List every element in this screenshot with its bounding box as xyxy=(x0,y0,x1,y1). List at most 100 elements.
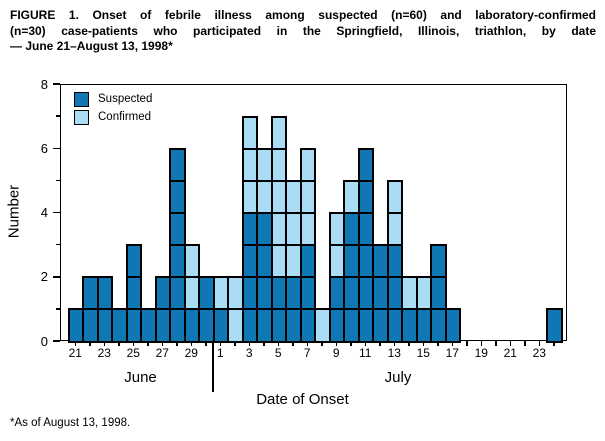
x-axis-tick xyxy=(190,341,192,346)
bar-cell-suspected xyxy=(357,179,374,214)
x-axis-tick xyxy=(335,341,337,346)
bar-cell-confirmed xyxy=(270,115,287,150)
x-axis-tick xyxy=(509,341,511,346)
bar-cell-suspected xyxy=(299,276,316,311)
x-axis-tick-label: 1 xyxy=(216,346,224,360)
x-axis-tick-label: 25 xyxy=(126,346,140,360)
x-axis-tick xyxy=(480,341,482,346)
x-axis-tick xyxy=(437,341,439,346)
x-axis-tick xyxy=(379,341,381,346)
figure-title-line-3: — June 21–August 13, 1998* xyxy=(10,39,173,53)
x-axis-tick xyxy=(393,341,395,346)
legend-label-confirmed: Confirmed xyxy=(98,111,152,123)
x-axis-tick xyxy=(205,341,207,346)
y-axis-minor-tick xyxy=(56,308,60,310)
x-axis-tick-label: 5 xyxy=(274,346,282,360)
x-axis-tick-label: 23 xyxy=(97,346,111,360)
x-axis-tick xyxy=(132,341,134,346)
x-axis-tick xyxy=(118,341,120,346)
y-axis-minor-tick xyxy=(56,115,60,117)
y-axis-minor-tick xyxy=(56,179,60,182)
confirmed-swatch-icon xyxy=(74,109,89,125)
y-axis-tick-label: 0 xyxy=(40,333,48,349)
bar-cell-confirmed xyxy=(299,179,316,214)
figure-title-line-1: FIGURE 1. Onset of febrile illness among… xyxy=(10,8,596,22)
y-axis-major-tick xyxy=(53,276,60,278)
x-axis-tick-label: 15 xyxy=(416,346,430,360)
y-axis-major-tick xyxy=(53,211,60,214)
month-label-june: June xyxy=(124,369,157,386)
x-axis-tick-label: 17 xyxy=(445,346,459,360)
bar-cell-suspected xyxy=(357,212,374,247)
x-axis-tick-label: 21 xyxy=(68,346,82,360)
legend-label-suspected: Suspected xyxy=(98,93,153,105)
x-axis-tick xyxy=(103,341,105,346)
x-axis-tick-label: 11 xyxy=(359,346,372,360)
x-axis-tick-label: 23 xyxy=(532,346,546,360)
x-axis-tick xyxy=(451,341,453,346)
x-axis-tick xyxy=(306,341,308,346)
month-label-july: July xyxy=(384,369,412,386)
plot-area: Suspected Confirmed xyxy=(60,84,567,343)
x-axis-tick xyxy=(89,341,91,346)
x-axis-tick xyxy=(277,341,279,346)
x-axis-tick xyxy=(321,341,323,346)
x-axis-tick-label: 7 xyxy=(303,346,311,360)
x-axis-tick xyxy=(538,341,540,346)
month-divider-line xyxy=(212,341,214,392)
x-axis-tick xyxy=(161,341,163,346)
bar-cell-suspected xyxy=(299,244,316,279)
bar-cell-suspected xyxy=(125,244,142,279)
y-axis-minor-tick xyxy=(56,243,60,246)
legend-item-confirmed: Confirmed xyxy=(74,108,152,126)
x-axis-tick xyxy=(350,341,352,346)
x-axis-tick-label: 19 xyxy=(474,346,488,360)
x-axis-title: Date of Onset xyxy=(256,391,349,408)
bar-cell-suspected xyxy=(386,244,403,279)
y-axis-tick-label: 4 xyxy=(40,205,48,220)
y-axis-major-tick xyxy=(53,340,60,342)
legend-item-suspected: Suspected xyxy=(74,90,152,108)
x-axis-tick xyxy=(219,341,221,346)
x-axis-tick xyxy=(248,341,250,346)
bar-cell-suspected xyxy=(357,147,374,182)
x-axis-tick xyxy=(292,341,294,346)
bar-cell-confirmed xyxy=(386,212,403,247)
x-axis-tick xyxy=(176,341,178,346)
x-axis-tick xyxy=(263,341,265,346)
x-axis-tick xyxy=(408,341,410,346)
y-axis-major-tick xyxy=(53,147,60,149)
legend: Suspected Confirmed xyxy=(74,90,152,126)
bar-cell-suspected xyxy=(546,308,563,343)
bar-cell-confirmed xyxy=(270,147,287,182)
x-axis-tick-label: 9 xyxy=(332,346,340,360)
x-axis-tick xyxy=(422,341,424,346)
bar-cell-suspected xyxy=(444,308,461,343)
x-axis-tick xyxy=(74,341,76,346)
bar-cell-suspected xyxy=(169,212,186,247)
x-axis-tick-label: 21 xyxy=(503,346,517,360)
bar-cell-suspected xyxy=(430,244,447,279)
footnote: *As of August 13, 1998. xyxy=(10,417,131,429)
y-axis-tick-label: 8 xyxy=(40,76,48,92)
bar-cell-confirmed xyxy=(299,212,316,247)
x-axis-tick-label: 29 xyxy=(184,346,198,360)
y-axis-tick-label: 6 xyxy=(40,140,48,156)
x-axis-tick-label: 13 xyxy=(387,346,401,360)
bar-cell-confirmed xyxy=(299,147,316,182)
bar-cell-suspected xyxy=(96,276,113,311)
suspected-swatch-icon xyxy=(74,91,89,107)
y-axis-major-tick xyxy=(53,83,60,85)
bar-cell-confirmed xyxy=(241,115,258,150)
bar-cell-suspected xyxy=(430,276,447,311)
figure-title: FIGURE 1. Onset of febrile illness among… xyxy=(10,8,596,55)
x-axis-tick xyxy=(234,341,236,346)
x-axis-tick xyxy=(495,341,497,346)
x-axis-tick xyxy=(553,341,555,346)
bar-cell-suspected xyxy=(169,147,186,182)
bar-cell-confirmed xyxy=(183,244,200,279)
y-axis-title: Number xyxy=(5,184,23,239)
x-axis-tick-label: 27 xyxy=(155,346,169,360)
x-axis-tick xyxy=(147,341,149,346)
